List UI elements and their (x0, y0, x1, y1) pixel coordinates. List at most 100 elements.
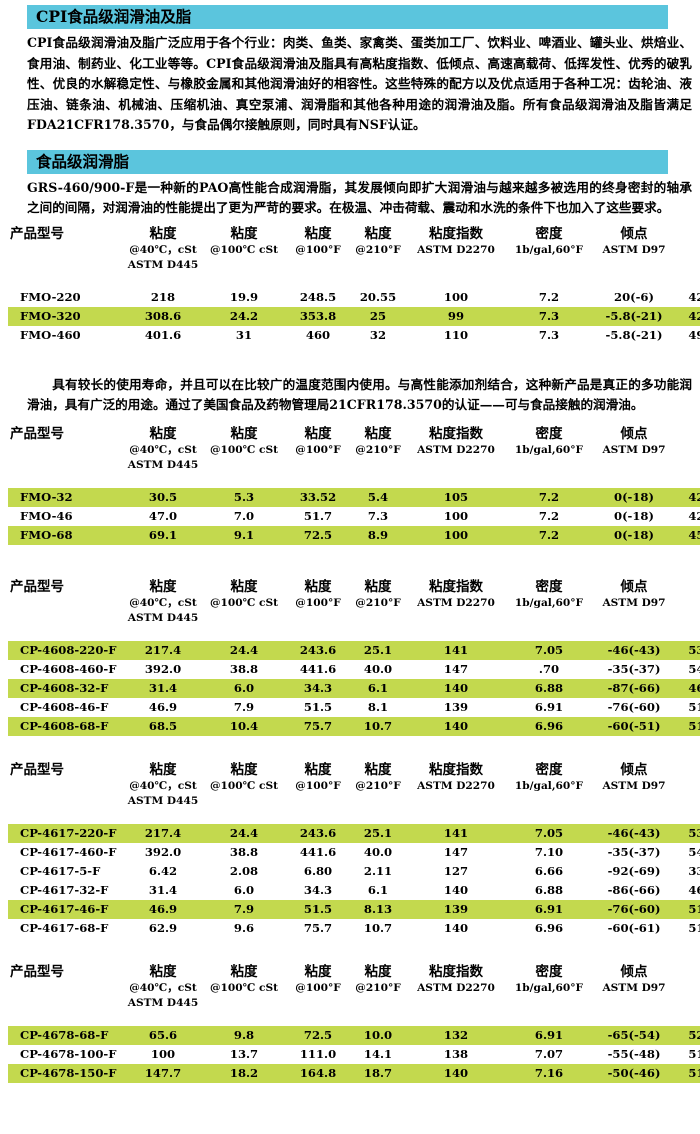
column-header-main: 粘度 (364, 425, 392, 442)
column-header-sub: @100°F (295, 443, 341, 456)
cell-c3: 460 (305, 327, 331, 342)
table-row: CP-4678-68-F 65.6 9.8 72.5 10.0 132 6.91 -65(-5… (8, 1025, 700, 1045)
cell-c1: 47.0 (148, 508, 178, 523)
column-header-sub: @40℃，cSt (129, 243, 197, 256)
cell-c4: 20.55 (359, 289, 397, 304)
cell-product-model: CP-4608-220-F (8, 640, 124, 660)
column-header-c5: 粘度指数 ASTM D2270 (406, 226, 506, 273)
cell-c5: 99 (406, 306, 506, 326)
column-header-main: 密度 (535, 425, 563, 442)
cell-c6: 7.2 (538, 289, 560, 304)
column-header-c2: 粘度 @100℃ cSt (202, 762, 286, 809)
column-header-main: 闪点 (676, 226, 700, 243)
column-header-main: 闪点 (676, 762, 700, 779)
cell-c6: 7.3 (506, 306, 592, 326)
cell-c6: 6.66 (534, 863, 564, 878)
column-header-c6: 密度 1b/gal,60°F (506, 762, 592, 809)
column-header-c3: 粘度 @100°F (286, 762, 350, 809)
column-header-main: 密度 (535, 761, 563, 778)
cell-product-model: FMO-460 (20, 327, 81, 342)
cell-c1: 147.7 (124, 1063, 202, 1083)
column-header-main: 产品型号 (10, 225, 64, 242)
cell-c1: 6.42 (148, 863, 178, 878)
column-header-sub: ASTM D97 (602, 443, 666, 456)
column-header-main: 粘度 (149, 578, 177, 595)
column-header-c3: 粘度 @100°F (286, 579, 350, 626)
cell-c2: 38.8 (229, 661, 259, 676)
cell-c2: 5.3 (202, 487, 286, 507)
cell-c7: -86(-66) (607, 882, 661, 897)
cell-c8: 420(216) (688, 289, 700, 304)
table-spacer-cell (8, 626, 700, 641)
cell-product-model: CP-4608-46-F (20, 699, 109, 714)
table-header-row: 产品型号 粘度 @40℃，cSt ASTM D445 粘度 @100℃ cSt 粘度 @100… (8, 579, 700, 626)
column-header-sub: @100°F (295, 243, 341, 256)
column-header-c1: 粘度 @40℃，cSt ASTM D445 (124, 964, 202, 1011)
column-header-sub: @40℃，cSt (129, 443, 197, 456)
table-spacer-row (8, 1011, 700, 1026)
column-header-sub: @100℃ cSt (209, 779, 279, 792)
table-header-row: 产品型号 粘度 @40℃，cSt ASTM D445 粘度 @100℃ cSt 粘度 @100… (8, 426, 700, 473)
column-header-sub: @100℃ cSt (209, 981, 279, 994)
cell-c4: 8.9 (350, 525, 406, 545)
cell-c5: 141 (406, 823, 506, 843)
spec-table-fmo-light: 产品型号 粘度 @40℃，cSt ASTM D445 粘度 @100℃ cSt 粘度 @100… (8, 426, 700, 545)
column-header-main: 粘度 (230, 963, 258, 980)
cell-c7: -76(-60) (592, 899, 676, 919)
cell-c1: 100 (150, 1046, 176, 1061)
cell-c6: 6.91 (506, 1025, 592, 1045)
cell-c6: 7.2 (506, 525, 592, 545)
column-header-c4: 粘度 @210°F (350, 762, 406, 809)
spec-table-cp-4608: 产品型号 粘度 @40℃，cSt ASTM D445 粘度 @100℃ cSt 粘度 @100… (8, 579, 700, 736)
cell-c4: 2.11 (363, 863, 393, 878)
cell-c8: 535(279) (676, 640, 700, 660)
column-header-c2: 粘度 @100℃ cSt (202, 226, 286, 273)
cell-c1: 30.5 (124, 487, 202, 507)
cell-c2: 24.2 (202, 306, 286, 326)
cell-c4: 25.1 (350, 640, 406, 660)
cell-c2: 6.0 (202, 678, 286, 698)
column-header-main: 产品型号 (10, 761, 64, 778)
table-spacer-cell (8, 273, 700, 288)
column-header-c3: 粘度 @100°F (286, 964, 350, 1011)
cell-c7: -76(-60) (607, 699, 661, 714)
cell-c7: -5.8(-21) (605, 327, 663, 342)
column-header-c0: 产品型号 (8, 579, 124, 626)
column-header-sub: @210°F (355, 981, 401, 994)
column-header-c0: 产品型号 (8, 762, 124, 809)
table-row: CP-4608-460-F 392.0 38.8 441.6 40.0 147 .70 -35… (8, 660, 700, 679)
section-header-cpi-food-grade: CPI食品级润滑油及脂 (27, 5, 668, 29)
column-header-c0: 产品型号 (8, 964, 124, 1011)
table-header-row: 产品型号 粘度 @40℃，cSt ASTM D445 粘度 @100℃ cSt 粘度 @100… (8, 226, 700, 273)
spec-table-cp-4617: 产品型号 粘度 @40℃，cSt ASTM D445 粘度 @100℃ cSt 粘度 @100… (8, 762, 700, 938)
cell-c4: 10.0 (350, 1025, 406, 1045)
column-header-c5: 粘度指数 ASTM D2270 (406, 964, 506, 1011)
cell-c5: 139 (443, 699, 469, 714)
cell-c1: 218 (150, 289, 176, 304)
cell-product-model: CP-4678-100-F (20, 1046, 117, 1061)
column-header-c4: 粘度 @210°F (350, 426, 406, 473)
table-header-row: 产品型号 粘度 @40℃，cSt ASTM D445 粘度 @100℃ cSt 粘度 @100… (8, 964, 700, 1011)
cell-c5: 140 (406, 678, 506, 698)
cell-c5: 140 (406, 716, 506, 736)
cell-c4: 8.1 (367, 699, 389, 714)
table-row: CP-4608-46-F 46.9 7.9 51.5 8.1 139 6.91 -76(-60… (8, 698, 700, 717)
column-header-main: 倾点 (620, 225, 648, 242)
column-header-c6: 密度 1b/gal,60°F (506, 426, 592, 473)
cell-c4: 40.0 (363, 844, 393, 859)
cell-c2: 7.0 (233, 508, 255, 523)
cell-c2: 31 (235, 327, 253, 342)
cell-c2: 24.4 (202, 640, 286, 660)
cell-c8: 545(285) (688, 661, 700, 676)
cell-c3: 51.7 (303, 508, 333, 523)
table-row: CP-4608-220-F 217.4 24.4 243.6 25.1 141 7.05 -4… (8, 640, 700, 660)
cell-c7: 20(-6) (614, 289, 654, 304)
cell-c3: 75.7 (286, 716, 350, 736)
column-header-sub: @40℃，cSt (129, 779, 197, 792)
cell-product-model: CP-4608-32-F (8, 678, 124, 698)
table-row: CP-4617-32-F 31.4 6.0 34.3 6.1 140 6.88 -86(-66… (8, 881, 700, 900)
column-header-main: 闪点 (676, 426, 700, 443)
table-spacer-row (8, 473, 700, 488)
cell-c2: 13.7 (229, 1046, 259, 1061)
cell-c6: 6.88 (534, 882, 564, 897)
